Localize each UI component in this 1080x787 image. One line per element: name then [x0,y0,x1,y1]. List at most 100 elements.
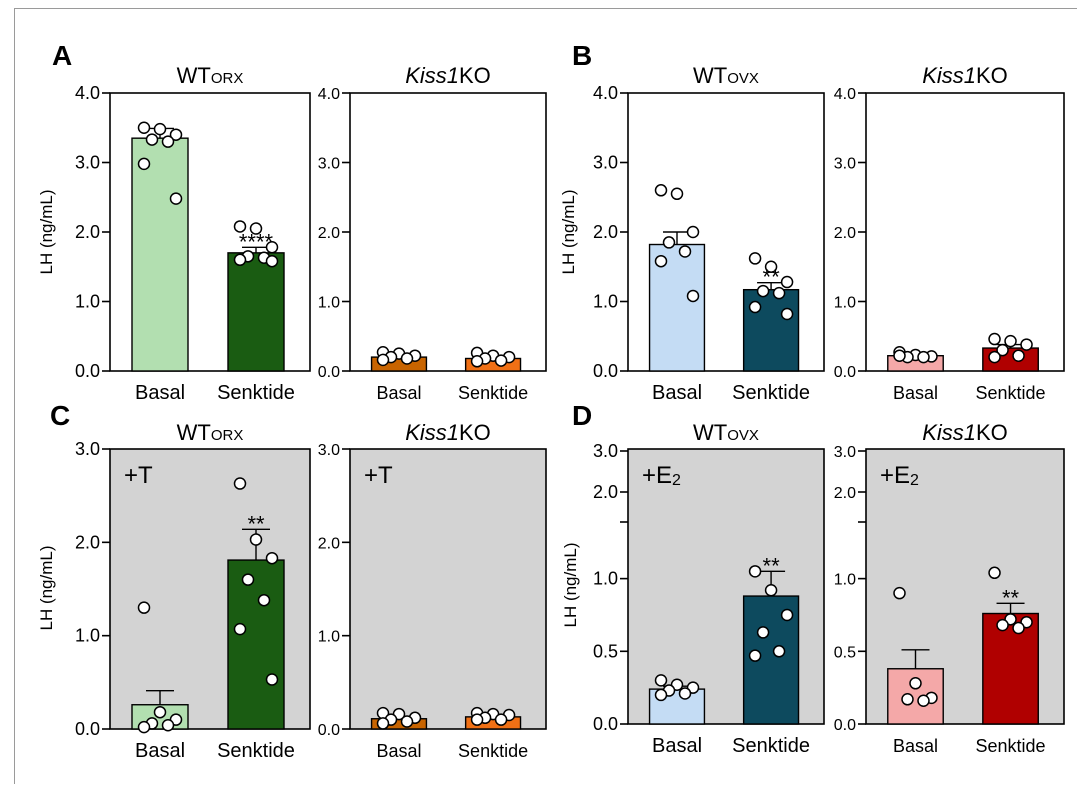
y-tick-label: 0.0 [834,364,856,381]
data-point [748,300,762,314]
y-tick-label: 0.0 [75,719,100,739]
data-point [470,713,484,726]
data-point [265,673,279,686]
data-point [137,121,151,134]
x-tick-label: Senktide [976,383,1046,403]
data-point [654,184,668,197]
y-tick-label: 3.0 [318,442,340,459]
data-point [233,477,247,490]
significance-label: ** [763,553,781,578]
y-tick-label: 1.0 [834,572,856,589]
data-point [893,349,906,362]
data-point [686,289,700,303]
bar-senktide [982,612,1039,725]
data-point [780,275,794,289]
y-tick-label: 2.0 [75,532,100,552]
y-tick-label: 0.0 [834,717,856,734]
data-point [161,135,175,148]
data-point [678,245,692,258]
significance-label: **** [239,229,274,254]
data-point [772,645,786,658]
plot-area [349,448,547,730]
y-tick-label: 1.0 [834,295,856,312]
data-point [249,533,263,546]
treatment-label: +T [124,462,153,489]
x-tick-label: Senktide [976,736,1046,756]
y-tick-label: 3.0 [75,439,100,459]
treatment-label: +E2 [642,462,681,489]
chart-d-right: Kiss1KO 0.0 0.5 1.0 2.0 3.0 +E2 Basal ** Senktide [834,420,1065,756]
x-tick-label: Basal [893,736,938,756]
bar-basal [131,137,189,372]
x-tick-label: Senktide [458,741,528,761]
chart-title: WTORX [177,420,244,445]
data-point [988,566,1001,580]
y-tick-label: 2.0 [593,482,618,502]
chart-a-right: Kiss1KO 0.0 1.0 2.0 3.0 4.0 Basal Senktide [318,63,547,403]
y-tick-label: 0.0 [593,714,618,734]
chart-title: Kiss1KO [405,420,491,445]
chart-b-right: Kiss1KO 0.0 1.0 2.0 3.0 4.0 Basal Senktide [834,63,1065,403]
data-point [748,565,762,578]
data-point [494,354,508,367]
x-tick-label: Basal [893,383,938,403]
chart-title: WTOVX [693,63,759,88]
y-tick-label: 3.0 [318,156,340,173]
data-point [772,286,786,300]
panel-letter-c: C [50,400,70,431]
data-point [161,719,175,732]
y-tick-label: 0.0 [75,361,100,381]
treatment-label: +T [364,462,393,489]
data-point [654,674,668,687]
chart-title: Kiss1KO [922,63,1008,88]
chart-a-left: WTORX 0.0 1.0 2.0 3.0 4.0 LH (ng/mL) Basal **** S… [37,63,311,404]
data-point [748,649,762,662]
panel-letter-d: D [572,400,592,431]
data-point [241,573,255,586]
data-point [686,225,700,239]
x-tick-label: Senktide [217,382,295,404]
x-tick-label: Senktide [217,740,295,762]
data-point [1012,621,1025,635]
data-point [400,715,414,728]
data-point [137,157,151,171]
data-point [265,241,279,254]
data-point [233,253,247,267]
data-point [169,128,183,141]
x-tick-label: Basal [376,383,421,403]
data-point [400,352,414,365]
bar-senktide [227,559,285,730]
chart-title: Kiss1KO [405,63,491,88]
data-point [376,717,390,730]
y-tick-label: 3.0 [834,156,856,173]
y-tick-label: 0.0 [318,722,340,739]
y-tick-label: 1.0 [318,629,340,646]
y-tick-label: 2.0 [834,225,856,242]
data-point [988,332,1001,346]
panel-letter-b: B [572,40,592,71]
data-point [654,688,668,702]
data-point [153,122,167,136]
data-point [901,693,914,706]
data-point [893,586,906,600]
data-point [780,608,794,622]
x-tick-label: Senktide [732,735,810,757]
data-point [169,192,183,205]
chart-c-right: Kiss1KO 0.0 1.0 2.0 3.0 +T Basal Senktide [318,420,547,761]
y-tick-label: 2.0 [318,225,340,242]
y-tick-label: 1.0 [75,292,100,312]
y-tick-label: 1.0 [75,626,100,646]
data-point [748,252,762,265]
y-tick-label: 4.0 [834,86,856,103]
plot-area [865,92,1065,372]
data-point [764,260,778,273]
significance-label: ** [1002,585,1020,610]
data-point [996,343,1009,357]
data-point [678,687,692,700]
data-point [764,583,778,597]
data-point [654,254,668,268]
data-point [756,284,770,298]
y-tick-label: 3.0 [593,441,618,461]
data-point [662,236,676,249]
